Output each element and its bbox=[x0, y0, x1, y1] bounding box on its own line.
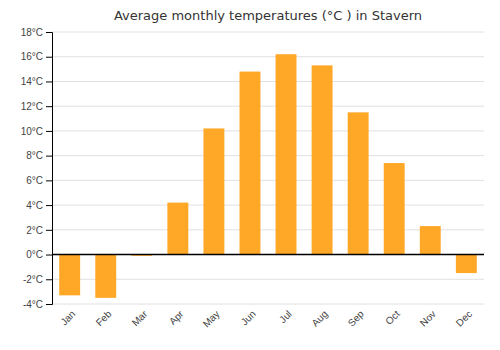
bar bbox=[203, 128, 224, 254]
bar bbox=[312, 65, 333, 254]
grid-line bbox=[52, 81, 484, 82]
y-tick-label: -4°C bbox=[23, 299, 43, 310]
bar bbox=[240, 72, 261, 255]
grid-line bbox=[52, 180, 484, 181]
grid-line bbox=[52, 56, 484, 57]
y-axis-line bbox=[46, 33, 53, 305]
y-tick-label: 10°C bbox=[21, 126, 43, 137]
y-tick-label: 6°C bbox=[26, 175, 43, 186]
grid bbox=[52, 32, 484, 304]
y-tick-mark bbox=[46, 304, 52, 305]
y-tick: 6°C bbox=[26, 175, 52, 186]
x-tick-label: May bbox=[201, 308, 222, 329]
bars bbox=[52, 54, 484, 298]
x-tick-label: Nov bbox=[418, 308, 438, 328]
grid-line bbox=[52, 254, 484, 255]
x-tick-label: Jun bbox=[239, 308, 258, 327]
y-tick-label: 18°C bbox=[21, 27, 43, 38]
x-tick: Jun bbox=[239, 308, 258, 327]
x-tick: Oct bbox=[383, 308, 402, 327]
x-tick: Apr bbox=[167, 308, 186, 327]
x-tick-label: Feb bbox=[94, 308, 114, 328]
x-tick: Jul bbox=[277, 308, 294, 325]
y-tick: 2°C bbox=[26, 225, 52, 236]
bar bbox=[384, 163, 405, 254]
x-tick-label: Oct bbox=[383, 308, 402, 327]
y-tick: -2°C bbox=[23, 274, 52, 285]
grid-line bbox=[52, 279, 484, 280]
bar bbox=[456, 255, 477, 274]
x-tick-label: Jan bbox=[58, 308, 77, 327]
zero-line bbox=[52, 254, 484, 256]
y-tick: 4°C bbox=[26, 200, 52, 211]
y-tick-label: 8°C bbox=[26, 150, 43, 161]
y-tick-mark bbox=[46, 32, 52, 33]
y-tick-label: 4°C bbox=[26, 200, 43, 211]
bar bbox=[276, 54, 297, 254]
grid-line bbox=[52, 130, 484, 131]
y-tick-mark bbox=[46, 106, 52, 107]
y-tick: 12°C bbox=[21, 101, 52, 112]
y-tick-label: 16°C bbox=[21, 51, 43, 62]
x-tick: Dec bbox=[454, 308, 474, 328]
x-tick-label: Sep bbox=[346, 308, 367, 329]
x-tick: Mar bbox=[130, 308, 150, 328]
y-tick: 14°C bbox=[21, 76, 52, 87]
y-tick-mark bbox=[46, 156, 52, 157]
y-tick-mark bbox=[46, 255, 52, 256]
x-tick-label: Mar bbox=[130, 308, 150, 328]
x-tick: Jan bbox=[58, 308, 77, 327]
grid-line bbox=[52, 229, 484, 230]
grid-line bbox=[52, 32, 484, 33]
x-tick: Aug bbox=[310, 308, 330, 328]
y-tick-label: 12°C bbox=[21, 101, 43, 112]
bar bbox=[95, 255, 116, 298]
y-tick-mark bbox=[46, 205, 52, 206]
y-tick-mark bbox=[46, 131, 52, 132]
y-tick-label: 0°C bbox=[26, 249, 43, 260]
grid-line bbox=[52, 155, 484, 156]
x-tick: May bbox=[201, 308, 222, 329]
chart: -4°C -2°C 0°C 2°C 4°C 6°C 8°C 10°C 12°C 14°C 16°C 1… bbox=[0, 0, 500, 350]
plot: -4°C -2°C 0°C 2°C 4°C 6°C 8°C 10°C 12°C 14°C 16°C 1… bbox=[21, 27, 484, 330]
y-tick-mark bbox=[46, 180, 52, 181]
x-tick: Feb bbox=[94, 308, 114, 328]
y-tick: 0°C bbox=[26, 249, 52, 260]
y-tick-mark bbox=[46, 279, 52, 280]
y-tick-label: -2°C bbox=[23, 274, 43, 285]
x-tick-label: Aug bbox=[310, 308, 330, 328]
x-tick-label: Apr bbox=[167, 308, 186, 327]
y-tick-label: 2°C bbox=[26, 225, 43, 236]
y-tick: -4°C bbox=[23, 299, 52, 310]
y-tick-mark bbox=[46, 57, 52, 58]
bar bbox=[167, 203, 188, 255]
y-tick: 18°C bbox=[21, 27, 52, 38]
x-tick-label: Jul bbox=[277, 308, 294, 325]
y-tick: 8°C bbox=[26, 150, 52, 161]
y-tick: 16°C bbox=[21, 51, 52, 62]
title: Average monthly temperatures (°C ) in St… bbox=[114, 8, 422, 23]
grid-line bbox=[52, 106, 484, 107]
y-tick-mark bbox=[46, 81, 52, 82]
bar bbox=[420, 226, 441, 254]
y-axis: -4°C -2°C 0°C 2°C 4°C 6°C 8°C 10°C 12°C 14°C 16°C 1… bbox=[21, 27, 53, 310]
x-axis: Jan Feb Mar Apr May Jun Jul Aug Sep Oct Nov Dec bbox=[58, 308, 474, 330]
grid-line bbox=[52, 304, 484, 305]
bar bbox=[59, 255, 80, 296]
x-tick: Sep bbox=[346, 308, 367, 329]
grid-line bbox=[52, 205, 484, 206]
bar bbox=[348, 112, 369, 254]
y-tick-label: 14°C bbox=[21, 76, 43, 87]
y-tick-mark bbox=[46, 230, 52, 231]
x-tick: Nov bbox=[418, 308, 438, 328]
x-tick-label: Dec bbox=[454, 308, 474, 328]
y-tick: 10°C bbox=[21, 126, 52, 137]
